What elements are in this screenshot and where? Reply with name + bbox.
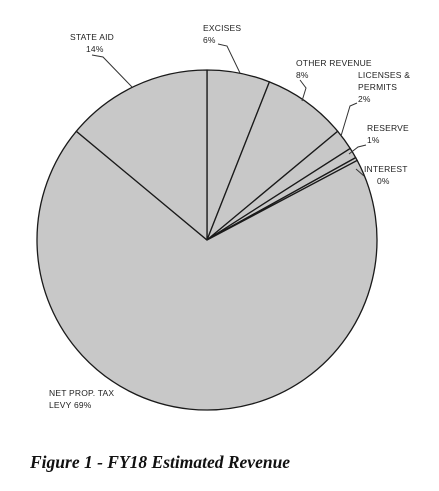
figure-caption: Figure 1 - FY18 Estimated Revenue (30, 452, 291, 472)
label-state-aid-name: STATE AID (70, 32, 114, 42)
label-state-aid-pct: 14% (86, 44, 104, 54)
leader-interest (355, 168, 365, 177)
leader-state-aid (91, 54, 133, 88)
leader-reserve (348, 144, 367, 155)
leader-licenses (340, 102, 358, 137)
label-reserve-pct: 1% (367, 135, 380, 145)
label-other-revenue-pct: 8% (296, 70, 309, 80)
label-interest-name: INTEREST (364, 164, 408, 174)
label-excises-pct: 6% (203, 35, 216, 45)
label-other-revenue-name: OTHER REVENUE (296, 58, 372, 68)
leader-other-revenue (299, 79, 307, 102)
label-licenses-pct: 2% (358, 94, 371, 104)
label-net-prop-tax-line1: NET PROP. TAX (49, 388, 114, 398)
label-reserve-name: RESERVE (367, 123, 409, 133)
label-net-prop-tax-line2: LEVY 69% (49, 400, 92, 410)
label-interest-pct: 0% (377, 176, 390, 186)
label-licenses-name-line2: PERMITS (358, 82, 397, 92)
pie-slices (36, 69, 378, 411)
label-excises-name: EXCISES (203, 23, 241, 33)
pie-chart: EXCISES 6% OTHER REVENUE 8% LICENSES & P… (36, 23, 410, 411)
leader-lines (91, 43, 367, 177)
pie-slice-net-prop-tax-levy (36, 130, 378, 411)
pie-slice-state-aid (75, 69, 208, 241)
label-licenses-name-line1: LICENSES & (358, 70, 410, 80)
leader-excises (217, 43, 241, 74)
